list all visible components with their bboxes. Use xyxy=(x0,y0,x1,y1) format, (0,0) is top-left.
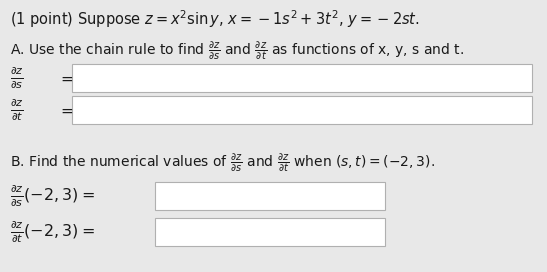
FancyBboxPatch shape xyxy=(155,182,385,210)
Text: $\frac{\partial z}{\partial t}$: $\frac{\partial z}{\partial t}$ xyxy=(10,97,24,123)
Text: (1 point) Suppose $z = x^2 \sin y$, $x = -1s^2 + 3t^2$, $y = -2st$.: (1 point) Suppose $z = x^2 \sin y$, $x =… xyxy=(10,8,420,30)
Text: A. Use the chain rule to find $\frac{\partial z}{\partial s}$ and $\frac{\partia: A. Use the chain rule to find $\frac{\pa… xyxy=(10,40,464,62)
Text: $=$: $=$ xyxy=(58,70,74,85)
FancyBboxPatch shape xyxy=(72,64,532,92)
Text: $\frac{\partial z}{\partial t}(-2, 3) =$: $\frac{\partial z}{\partial t}(-2, 3) =$ xyxy=(10,220,95,245)
Text: B. Find the numerical values of $\frac{\partial z}{\partial s}$ and $\frac{\part: B. Find the numerical values of $\frac{\… xyxy=(10,152,435,174)
Text: $=$: $=$ xyxy=(58,103,74,118)
FancyBboxPatch shape xyxy=(155,218,385,246)
Text: $\frac{\partial z}{\partial s}$: $\frac{\partial z}{\partial s}$ xyxy=(10,66,24,90)
FancyBboxPatch shape xyxy=(72,96,532,124)
Text: $\frac{\partial z}{\partial s}(-2, 3) =$: $\frac{\partial z}{\partial s}(-2, 3) =$ xyxy=(10,184,95,208)
